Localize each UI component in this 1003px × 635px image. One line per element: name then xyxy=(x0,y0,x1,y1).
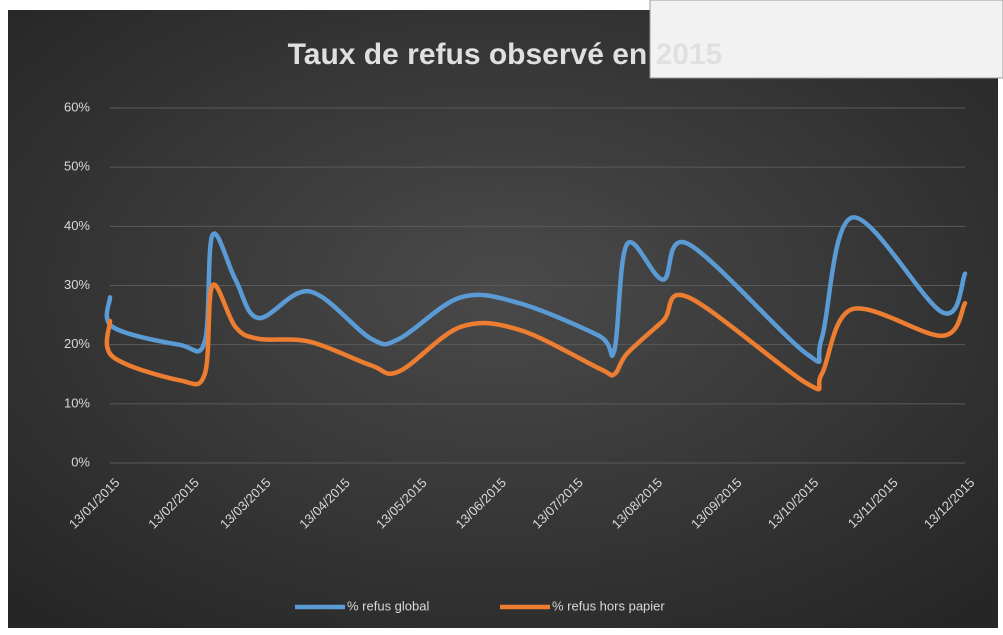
y-tick-label: 20% xyxy=(64,336,90,351)
legend-label: % refus hors papier xyxy=(552,598,665,613)
y-tick-label: 10% xyxy=(64,395,90,410)
watermark-box xyxy=(649,0,1003,79)
y-tick-label: 40% xyxy=(64,218,90,233)
legend-label: % refus global xyxy=(347,598,429,613)
y-tick-label: 0% xyxy=(71,454,90,469)
y-tick-label: 30% xyxy=(64,277,90,292)
y-tick-label: 50% xyxy=(64,159,90,174)
chart-title: Taux de refus observé en 2015 xyxy=(288,38,723,71)
series-line xyxy=(104,215,968,365)
chart-background xyxy=(8,10,998,628)
y-tick-label: 60% xyxy=(64,99,90,114)
series-line xyxy=(104,282,968,392)
